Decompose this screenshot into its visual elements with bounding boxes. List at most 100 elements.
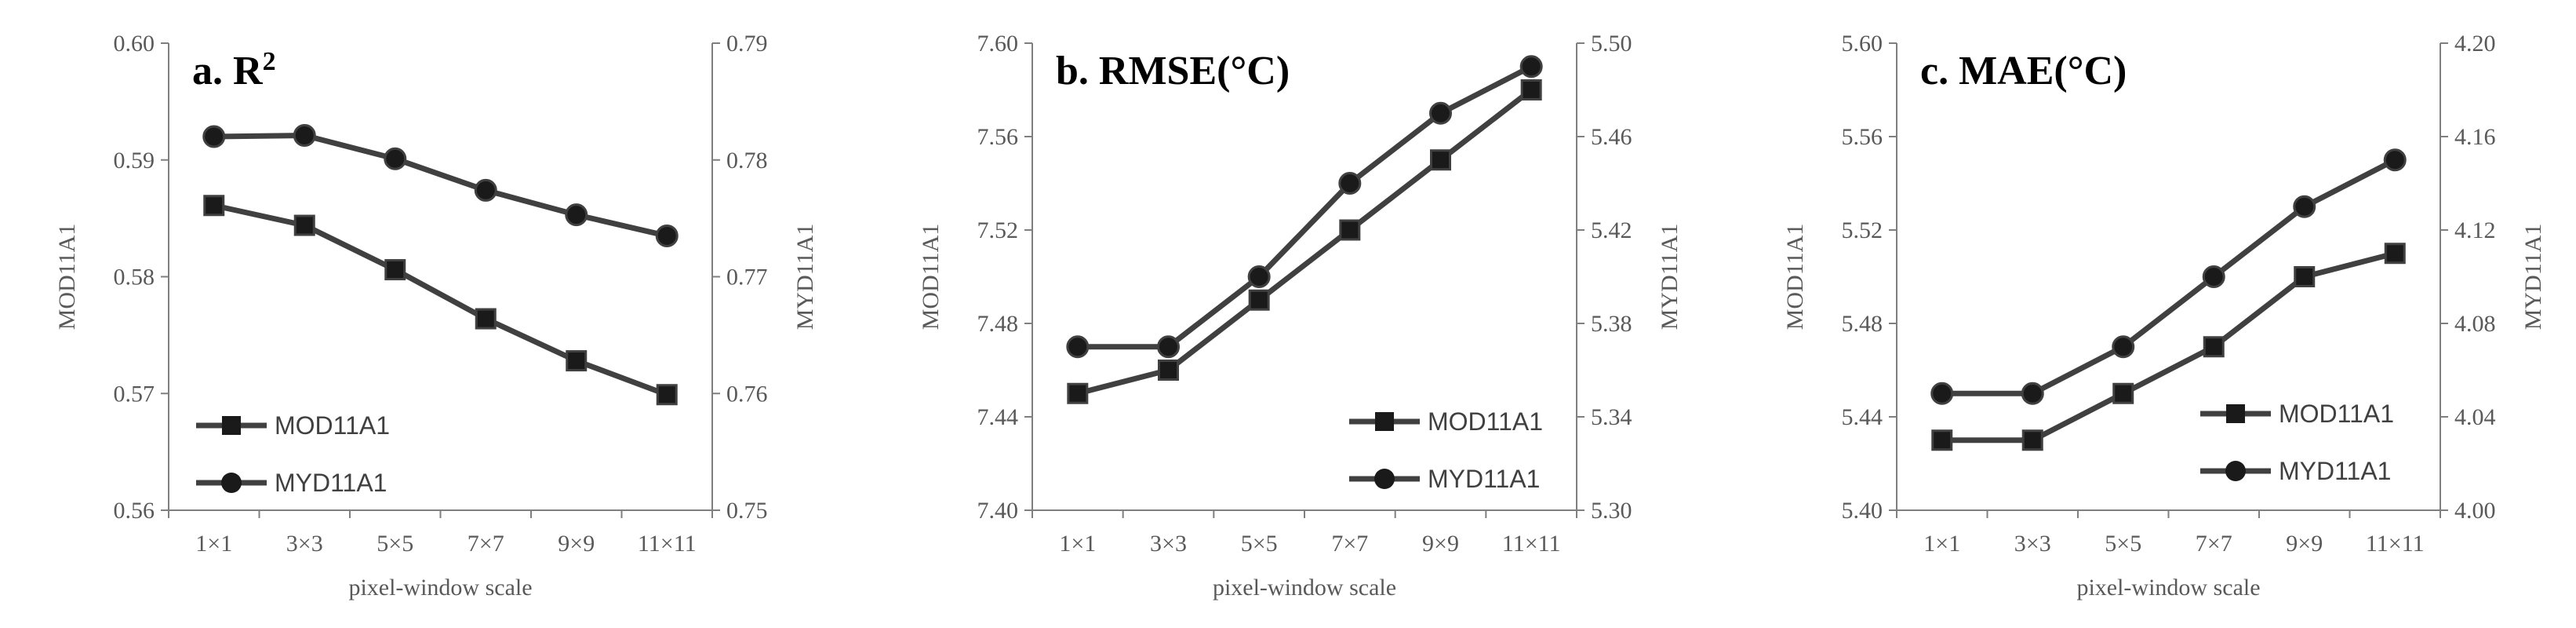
- right-y-tick-label: 0.78: [726, 148, 768, 173]
- legend-marker-circle: [1374, 469, 1395, 489]
- left-y-tick-label: 7.52: [977, 217, 1019, 243]
- right-y-tick-label: 5.42: [1591, 217, 1632, 243]
- x-tick-label: 9×9: [2286, 531, 2323, 557]
- right-y-tick-label: 4.16: [2454, 124, 2496, 150]
- right-y-axis-title: MYD11A1: [792, 224, 818, 330]
- left-y-tick-label: 5.52: [1842, 217, 1883, 243]
- data-point-myd11a1: [1247, 265, 1271, 288]
- data-point-myd11a1: [1429, 101, 1452, 125]
- left-y-tick-label: 0.58: [114, 265, 155, 290]
- data-point-mod11a1: [1158, 360, 1179, 381]
- left-y-tick-label: 0.57: [114, 381, 155, 407]
- left-y-tick-label: 7.56: [977, 124, 1019, 150]
- panel-title: b. RMSE(°C): [1056, 49, 1290, 93]
- x-axis-title: pixel-window scale: [348, 575, 532, 601]
- x-tick-label: 7×7: [2196, 531, 2232, 557]
- data-point-myd11a1: [384, 147, 407, 170]
- data-point-mod11a1: [2021, 429, 2043, 451]
- x-axis-title: pixel-window scale: [1213, 575, 1396, 601]
- data-point-mod11a1: [1248, 289, 1270, 311]
- x-tick-label: 9×9: [1422, 531, 1459, 557]
- legend-marker-circle: [2225, 461, 2246, 481]
- data-point-mod11a1: [2203, 336, 2225, 358]
- legend-entry-mod11a1: MOD11A1: [2200, 400, 2394, 428]
- left-y-tick-label: 0.59: [114, 148, 155, 173]
- left-y-tick-label: 7.44: [977, 404, 1019, 430]
- data-point-myd11a1: [1157, 335, 1180, 359]
- series-line-myd11a1: [213, 133, 668, 239]
- data-point-myd11a1: [2112, 335, 2135, 359]
- panel-title: a. R2: [192, 47, 276, 93]
- data-point-myd11a1: [2383, 148, 2407, 172]
- data-point-myd11a1: [565, 203, 588, 227]
- x-tick-label: 5×5: [1241, 531, 1278, 557]
- legend-marker-square: [222, 416, 241, 435]
- legend-marker-square: [2226, 404, 2245, 423]
- right-y-axis-title: MYD11A1: [1657, 224, 1683, 330]
- series-line-mod11a1: [213, 203, 668, 398]
- data-point-mod11a1: [2294, 266, 2316, 287]
- x-tick-label: 7×7: [1331, 531, 1368, 557]
- data-point-myd11a1: [1930, 382, 1954, 405]
- x-tick-label: 7×7: [468, 531, 504, 557]
- left-y-tick-label: 5.44: [1842, 404, 1883, 430]
- x-tick-label: 3×3: [1150, 531, 1187, 557]
- right-y-tick-label: 4.08: [2454, 311, 2496, 337]
- legend-marker-square: [1375, 412, 1394, 431]
- data-point-myd11a1: [202, 125, 226, 148]
- series-line-myd11a1: [1941, 157, 2396, 396]
- left-y-tick-label: 7.48: [977, 311, 1019, 337]
- left-y-tick-label: 7.60: [977, 31, 1019, 57]
- left-y-tick-label: 5.56: [1842, 124, 1883, 150]
- right-y-tick-label: 0.77: [726, 265, 768, 290]
- data-point-myd11a1: [1338, 172, 1362, 195]
- x-tick-label: 1×1: [1923, 531, 1960, 557]
- right-y-tick-label: 0.76: [726, 381, 768, 407]
- data-point-myd11a1: [2202, 265, 2225, 288]
- x-tick-label: 1×1: [195, 531, 232, 557]
- chart-panel-2: 7.40 7.44 7.48 7.52 7.56 7.60 5.30 5.34 5.38 5.42…: [918, 31, 1683, 601]
- legend-entry-myd11a1: MYD11A1: [196, 469, 387, 497]
- legend-label: MYD11A1: [275, 469, 387, 497]
- data-point-mod11a1: [203, 195, 225, 217]
- x-tick-label: 5×5: [377, 531, 413, 557]
- data-point-mod11a1: [2384, 243, 2406, 265]
- right-y-tick-label: 4.00: [2454, 498, 2496, 524]
- data-point-myd11a1: [2293, 195, 2316, 218]
- data-point-mod11a1: [1430, 149, 1451, 171]
- data-point-myd11a1: [293, 124, 316, 148]
- x-tick-label: 1×1: [1059, 531, 1096, 557]
- x-tick-label: 11×11: [638, 531, 697, 557]
- right-y-axis-title: MYD11A1: [2520, 224, 2546, 330]
- x-tick-label: 11×11: [1502, 531, 1561, 557]
- data-point-mod11a1: [384, 259, 406, 281]
- left-y-tick-label: 0.56: [114, 498, 155, 524]
- x-tick-label: 5×5: [2105, 531, 2141, 557]
- legend-label: MYD11A1: [2279, 457, 2391, 485]
- data-point-mod11a1: [1931, 429, 1953, 451]
- data-point-myd11a1: [474, 178, 497, 202]
- data-point-myd11a1: [1519, 55, 1543, 78]
- data-point-mod11a1: [656, 384, 678, 406]
- panel-title: c. MAE(°C): [1920, 49, 2127, 93]
- chart-panel-3: 5.40 5.44 5.48 5.52 5.56 5.60 4.00 4.04 4.08 4.12…: [1782, 31, 2546, 601]
- data-point-myd11a1: [1066, 335, 1090, 359]
- series-line-myd11a1: [1077, 64, 1533, 350]
- right-y-tick-label: 5.30: [1591, 498, 1632, 524]
- legend-entry-myd11a1: MYD11A1: [1349, 465, 1540, 493]
- legend-label: MOD11A1: [1428, 407, 1543, 436]
- data-point-myd11a1: [2021, 382, 2044, 405]
- right-y-tick-label: 5.46: [1591, 124, 1632, 150]
- legend-entry-myd11a1: MYD11A1: [2200, 457, 2391, 485]
- right-y-tick-label: 5.38: [1591, 311, 1632, 337]
- left-y-tick-label: 7.40: [977, 498, 1019, 524]
- right-y-tick-label: 4.04: [2454, 404, 2496, 430]
- x-tick-label: 9×9: [558, 531, 595, 557]
- x-tick-label: 3×3: [2014, 531, 2051, 557]
- chart-panel-1: 0.56 0.57 0.58 0.59 0.60 0.75 0.76 0.77 0.78 0.79…: [54, 31, 818, 601]
- left-y-tick-label: 0.60: [114, 31, 155, 57]
- legend-marker-circle: [221, 473, 242, 493]
- right-y-tick-label: 4.20: [2454, 31, 2496, 57]
- right-y-tick-label: 4.12: [2454, 217, 2496, 243]
